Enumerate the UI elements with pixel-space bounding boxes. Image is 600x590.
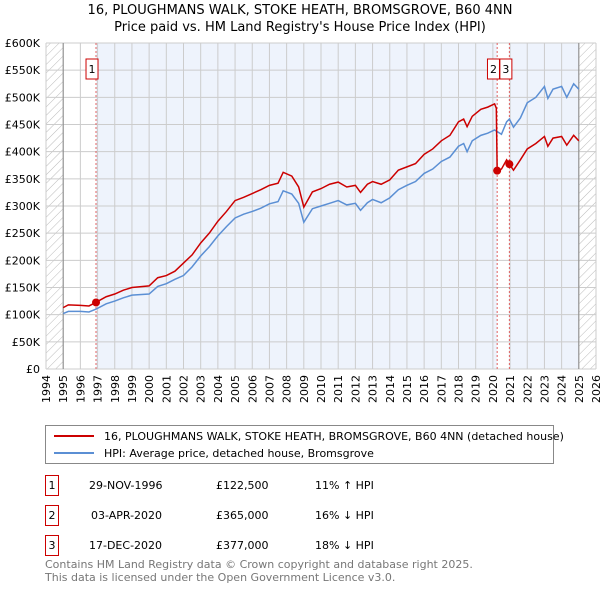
sale-date: 17-DEC-2020 bbox=[89, 539, 163, 552]
sale-label: 3 bbox=[502, 63, 509, 76]
chart-title: 16, PLOUGHMANS WALK, STOKE HEATH, BROMSG… bbox=[87, 3, 513, 18]
y-tick-label: £550K bbox=[5, 64, 41, 77]
x-tick-label: 2005 bbox=[229, 375, 242, 403]
sale-badge: 1 bbox=[45, 475, 59, 496]
x-tick-label: 1996 bbox=[74, 375, 87, 403]
sale-label-box bbox=[85, 58, 99, 80]
sale-label-box bbox=[499, 58, 513, 80]
hpi-line bbox=[62, 82, 580, 315]
x-tick-label: 2020 bbox=[487, 375, 500, 403]
sale-price: £377,000 bbox=[216, 539, 269, 552]
y-tick-label: £400K bbox=[5, 146, 41, 159]
x-tick-label: 1997 bbox=[92, 375, 105, 403]
y-tick-label: £0 bbox=[26, 363, 40, 376]
x-tick-label: 2010 bbox=[315, 375, 328, 403]
legend-swatch-property bbox=[54, 435, 94, 437]
sale-badge: 2 bbox=[45, 505, 59, 526]
legend: 16, PLOUGHMANS WALK, STOKE HEATH, BROMSG… bbox=[45, 425, 564, 464]
y-tick-label: £300K bbox=[5, 200, 41, 213]
x-tick-label: 2007 bbox=[263, 375, 276, 403]
x-tick-label: 2024 bbox=[556, 375, 569, 403]
x-tick-label: 2019 bbox=[470, 375, 483, 403]
x-tick-label: 1998 bbox=[109, 375, 122, 403]
footer-copyright: Contains HM Land Registry data © Crown c… bbox=[45, 558, 473, 571]
sale-price: £365,000 bbox=[216, 509, 269, 522]
x-tick-label: 2011 bbox=[332, 375, 345, 403]
sale-point bbox=[92, 298, 101, 307]
sale-hpi-diff: 16% ↓ HPI bbox=[315, 509, 374, 522]
y-tick-label: £500K bbox=[5, 91, 41, 104]
sale-hpi-diff: 11% ↑ HPI bbox=[315, 479, 374, 492]
y-tick-label: £350K bbox=[5, 173, 41, 186]
x-tick-label: 2000 bbox=[143, 375, 156, 403]
x-tick-label: 2018 bbox=[453, 375, 466, 403]
y-tick-label: £150K bbox=[5, 282, 41, 295]
legend-label-property: 16, PLOUGHMANS WALK, STOKE HEATH, BROMSG… bbox=[104, 429, 564, 443]
x-tick-label: 2008 bbox=[281, 375, 294, 403]
x-tick-label: 2021 bbox=[504, 375, 517, 403]
y-tick-label: £600K bbox=[5, 37, 41, 50]
sale-badge: 3 bbox=[45, 535, 59, 556]
x-tick-label: 2026 bbox=[590, 375, 600, 403]
sale-date: 03-APR-2020 bbox=[91, 509, 163, 522]
x-tick-label: 2013 bbox=[367, 375, 380, 403]
x-tick-label: 2004 bbox=[212, 375, 225, 403]
sale-date: 29-NOV-1996 bbox=[89, 479, 163, 492]
legend-label-hpi: HPI: Average price, detached house, Brom… bbox=[104, 446, 374, 460]
x-tick-label: 2023 bbox=[538, 375, 551, 403]
x-tick-label: 1994 bbox=[40, 375, 53, 403]
legend-swatch-hpi bbox=[54, 452, 94, 454]
chart-subtitle: Price paid vs. HM Land Registry's House … bbox=[114, 20, 486, 35]
sale-point bbox=[505, 160, 514, 169]
x-tick-label: 2017 bbox=[435, 375, 448, 403]
sale-price: £122,500 bbox=[216, 479, 269, 492]
x-tick-label: 2016 bbox=[418, 375, 431, 403]
y-tick-label: £250K bbox=[5, 227, 41, 240]
footer-licence: This data is licensed under the Open Gov… bbox=[45, 571, 396, 584]
x-tick-label: 2002 bbox=[178, 375, 191, 403]
x-tick-label: 2012 bbox=[349, 375, 362, 403]
x-tick-label: 2014 bbox=[384, 375, 397, 403]
y-tick-label: £450K bbox=[5, 119, 41, 132]
sale-label: 1 bbox=[89, 63, 96, 76]
sale-point bbox=[493, 166, 502, 175]
x-tick-label: 1999 bbox=[126, 375, 139, 403]
y-tick-label: £50K bbox=[12, 336, 41, 349]
x-tick-label: 2006 bbox=[246, 375, 259, 403]
x-tick-label: 2025 bbox=[573, 375, 586, 403]
y-tick-label: £200K bbox=[5, 254, 41, 267]
x-tick-label: 2001 bbox=[160, 375, 173, 403]
x-tick-label: 1995 bbox=[57, 375, 70, 403]
sale-hpi-diff: 18% ↓ HPI bbox=[315, 539, 374, 552]
plot-area: 1994 1995 1996 1997 1998 1999 2000 2001 2002 2003… bbox=[5, 37, 600, 403]
x-tick-label: 2003 bbox=[195, 375, 208, 403]
y-tick-label: £100K bbox=[5, 309, 41, 322]
x-tick-label: 2022 bbox=[521, 375, 534, 403]
sale-label: 2 bbox=[490, 63, 497, 76]
x-tick-label: 2015 bbox=[401, 375, 414, 403]
x-tick-label: 2009 bbox=[298, 375, 311, 403]
